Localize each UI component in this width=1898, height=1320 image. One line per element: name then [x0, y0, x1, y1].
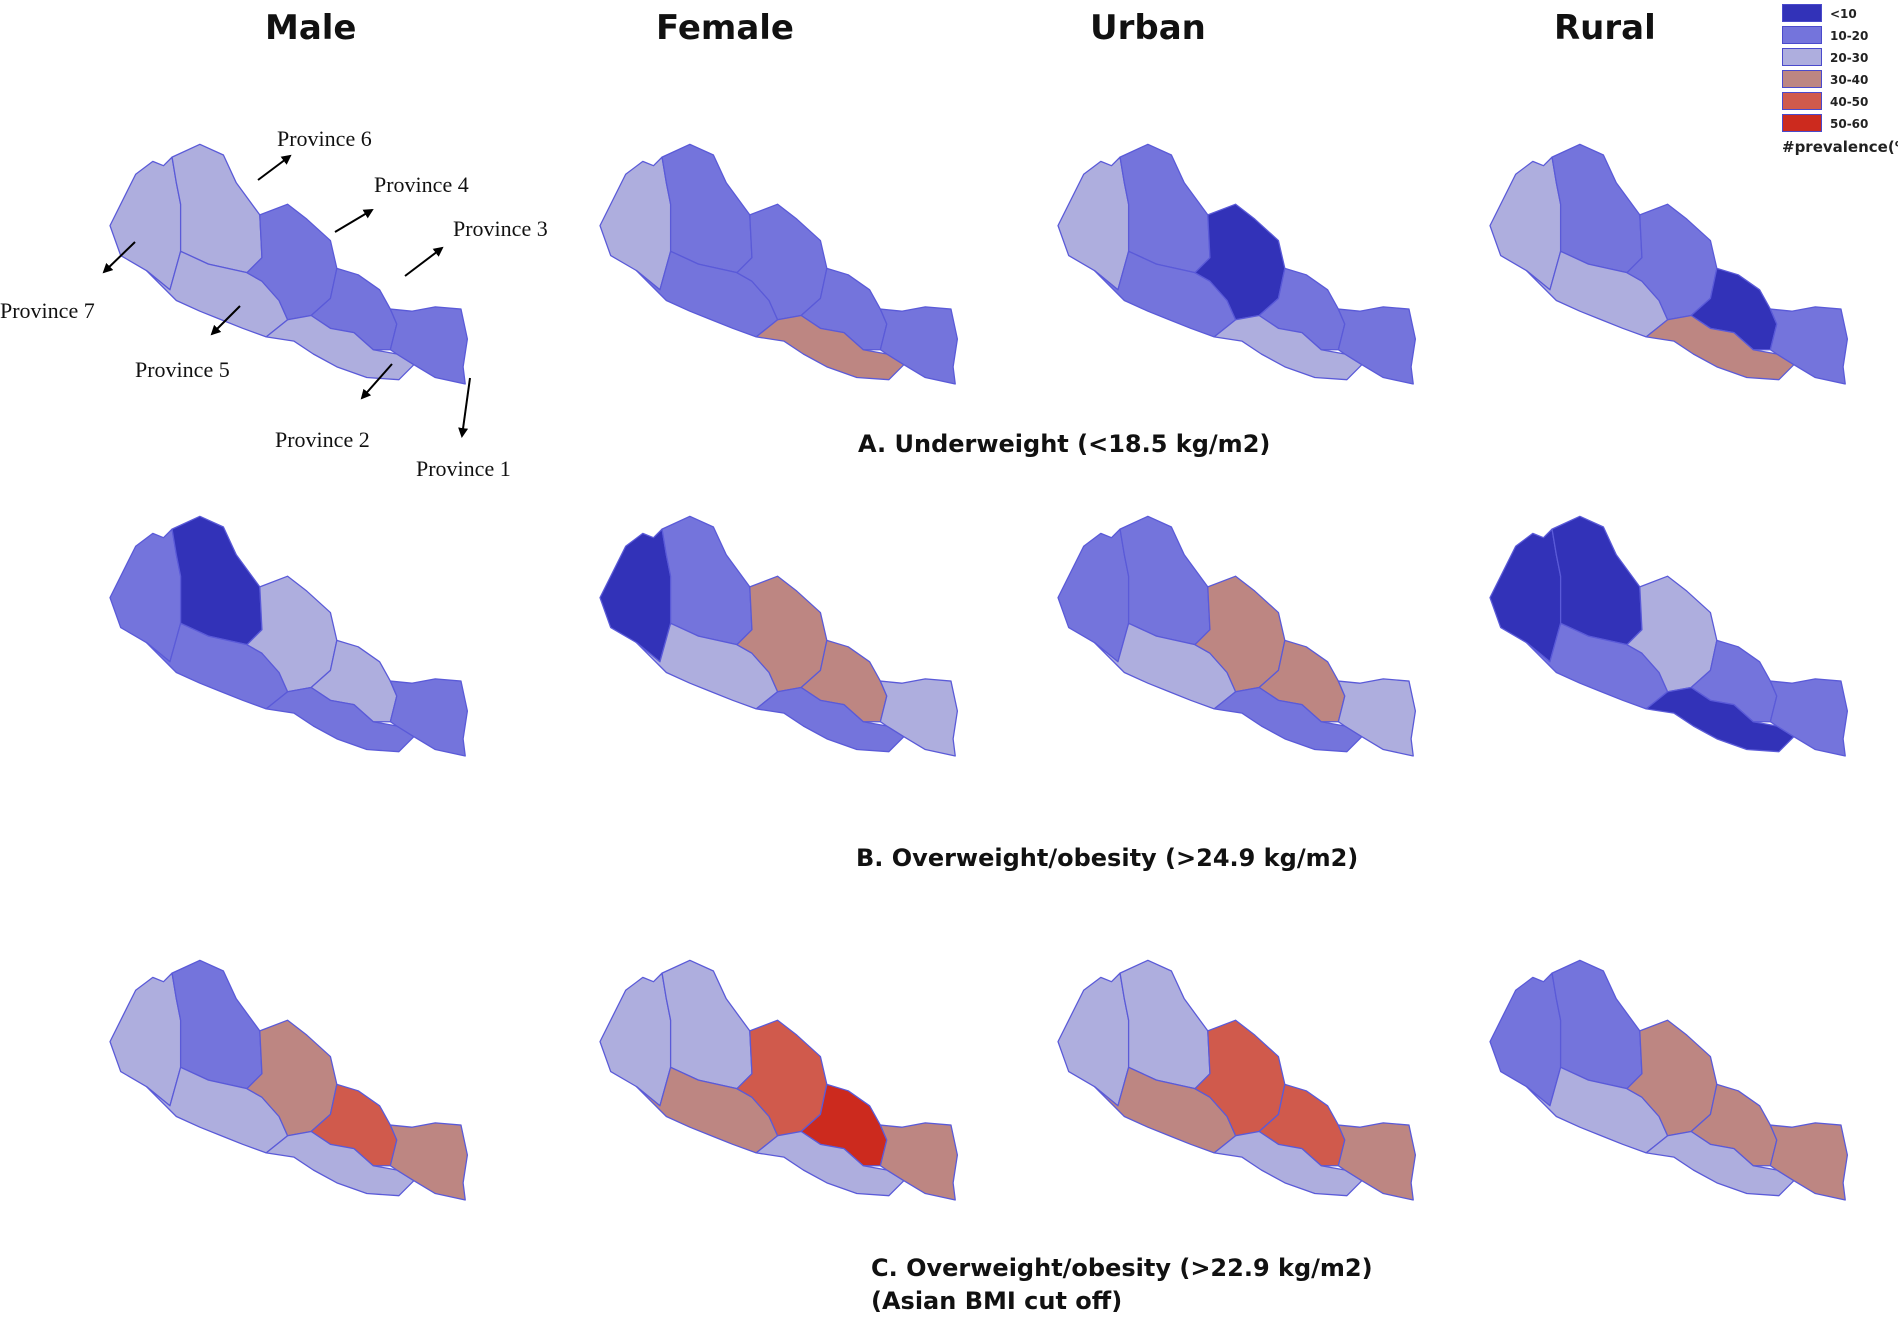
region-province-7: [109, 972, 182, 1107]
legend-label: 40-50: [1830, 95, 1869, 109]
legend-swatch: [1782, 92, 1822, 110]
legend-label: 10-20: [1830, 29, 1869, 43]
legend-label: 20-30: [1830, 51, 1869, 65]
panel-c-subcaption: (Asian BMI cut off): [871, 1287, 1123, 1315]
map-male-panel-2: [109, 515, 469, 757]
region-province-1: [1769, 306, 1849, 385]
arrow-province-4: [334, 208, 374, 233]
column-header-male: Male: [265, 8, 357, 48]
map-rural-panel-2: [1489, 515, 1849, 757]
region-province-1: [879, 1122, 959, 1201]
region-province-2: [1645, 1130, 1795, 1197]
map-urban-panel-2: [1057, 515, 1417, 757]
panel-a-caption: A. Underweight (<18.5 kg/m2): [858, 430, 1271, 458]
map-male-panel-3: [109, 959, 469, 1201]
region-province-2: [755, 686, 905, 753]
region-province-1: [389, 678, 469, 757]
column-header-female: Female: [656, 8, 794, 48]
column-header-urban: Urban: [1090, 8, 1206, 48]
region-province-7: [1489, 972, 1562, 1107]
arrow-province-2: [360, 363, 393, 400]
region-province-2: [1213, 686, 1363, 753]
region-province-7: [1057, 156, 1130, 291]
region-province-1: [879, 306, 959, 385]
legend-swatch: [1782, 26, 1822, 44]
label-province-6: Province 6: [277, 126, 372, 151]
map-rural-panel-1: [1489, 143, 1849, 385]
region-province-7: [1057, 972, 1130, 1107]
region-province-1: [1769, 1122, 1849, 1201]
region-province-7: [1057, 528, 1130, 663]
legend-label: 30-40: [1830, 73, 1869, 87]
map-male-panel-1: [109, 143, 469, 385]
map-urban-panel-1: [1057, 143, 1417, 385]
column-header-rural: Rural: [1554, 8, 1656, 48]
region-province-2: [1645, 314, 1795, 381]
region-province-2: [265, 686, 415, 753]
region-province-1: [1337, 678, 1417, 757]
legend-label: <10: [1830, 7, 1857, 21]
region-province-1: [1337, 1122, 1417, 1201]
province-arrows: [102, 154, 471, 438]
map-urban-panel-3: [1057, 959, 1417, 1201]
region-province-1: [1337, 306, 1417, 385]
region-province-1: [879, 678, 959, 757]
region-province-1: [389, 306, 469, 385]
region-province-2: [755, 1130, 905, 1197]
label-province-5: Province 5: [135, 357, 230, 382]
label-province-3: Province 3: [453, 216, 548, 241]
map-female-panel-3: [599, 959, 959, 1201]
label-province-4: Province 4: [374, 172, 469, 197]
region-province-2: [1213, 1130, 1363, 1197]
region-province-7: [599, 528, 672, 663]
legend-swatch: [1782, 4, 1822, 22]
label-province-2: Province 2: [275, 427, 370, 452]
arrow-province-6: [257, 154, 292, 181]
region-province-7: [599, 972, 672, 1107]
arrow-province-1: [458, 377, 471, 438]
map-rural-panel-3: [1489, 959, 1849, 1201]
legend-swatch: [1782, 48, 1822, 66]
map-female-panel-2: [599, 515, 959, 757]
region-province-2: [1645, 686, 1795, 753]
label-province-7: Province 7: [0, 298, 95, 323]
map-female-panel-1: [599, 143, 959, 385]
region-province-2: [265, 314, 415, 381]
region-province-2: [755, 314, 905, 381]
panel-c-caption: C. Overweight/obesity (>22.9 kg/m2): [871, 1254, 1373, 1282]
legend-swatch: [1782, 70, 1822, 88]
region-province-2: [1213, 314, 1363, 381]
region-province-7: [109, 156, 182, 291]
arrow-province-7: [102, 241, 136, 274]
arrow-province-5: [210, 305, 241, 336]
region-province-1: [389, 1122, 469, 1201]
legend-title: #prevalence(%): [1782, 138, 1898, 156]
region-province-7: [1489, 528, 1562, 663]
arrow-province-3: [404, 246, 444, 277]
region-province-7: [599, 156, 672, 291]
label-province-1: Province 1: [416, 456, 511, 481]
region-province-1: [1769, 678, 1849, 757]
region-province-7: [1489, 156, 1562, 291]
region-province-7: [109, 528, 182, 663]
panel-b-caption: B. Overweight/obesity (>24.9 kg/m2): [856, 844, 1359, 872]
region-province-2: [265, 1130, 415, 1197]
legend-label: 50-60: [1830, 117, 1869, 131]
legend-swatch: [1782, 114, 1822, 132]
